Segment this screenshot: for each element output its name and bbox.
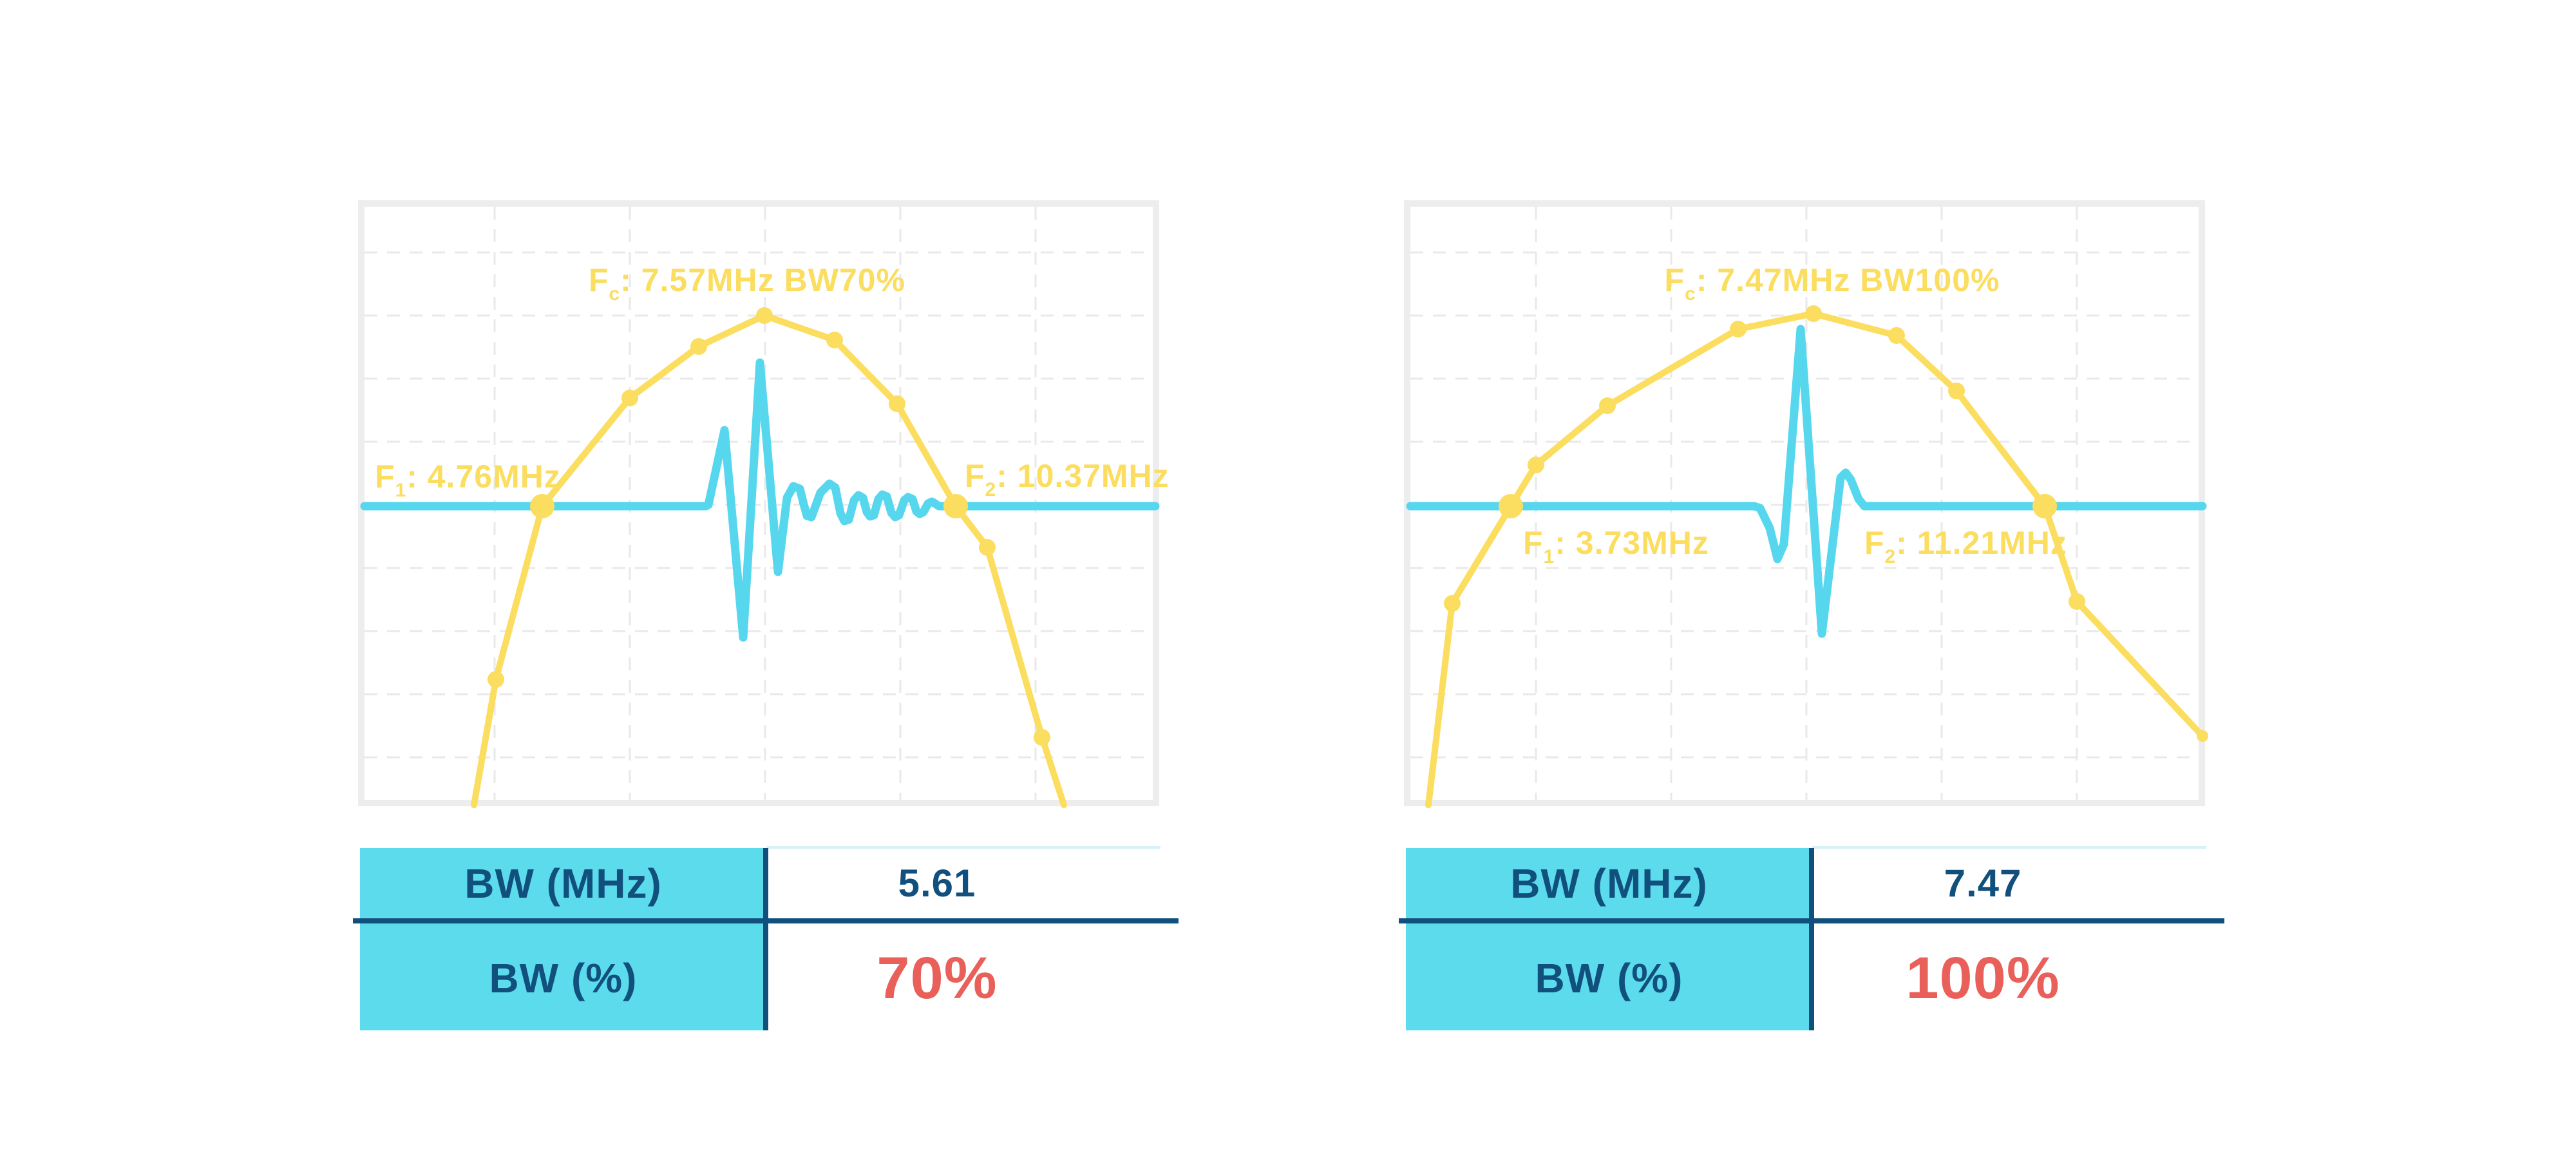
data-point-marker [1805,305,1822,322]
cutoff-frequency-marker [530,494,554,518]
data-point-marker [826,332,843,348]
data-point-marker [2197,730,2208,742]
data-point-marker [1528,457,1544,473]
f2-annotation: F2: 11.21MHz [1864,525,2067,567]
table-vertical-divider [763,848,768,1030]
f1-annotation: F1: 4.76MHz [375,459,561,501]
table-row-label: BW (MHz) [1406,848,1812,918]
cutoff-frequency-marker [943,494,968,518]
bw-pct-value: 100% [1906,945,2060,1011]
bw-table-100pct: BW (MHz) 7.47 BW (%) 100% [1399,846,2240,1039]
f2-annotation: F2: 10.37MHz [965,458,1170,500]
table-row-label: BW (MHz) [360,848,766,918]
bw-pct-label: BW (%) [489,955,638,1001]
pulse-waveform [360,358,1160,642]
data-point-marker [690,338,707,355]
spectrum-curve [1425,310,2206,808]
data-point-marker [621,390,638,406]
table-horizontal-divider [353,918,1179,923]
data-point-marker [1034,729,1050,746]
pulse-waveform [1406,325,2207,638]
data-point-marker [1948,383,1965,399]
data-point-marker [1599,397,1616,414]
table-label-column [1406,848,1812,1030]
data-point-marker [1444,595,1461,612]
f1-annotation: F1: 3.73MHz [1523,525,1709,567]
cutoff-frequency-marker [2032,494,2057,518]
table-label-column [360,848,766,1030]
spectrum-curve [471,312,1067,808]
table-row-value: 70% [766,926,1108,1030]
bw-mhz-label: BW (MHz) [1510,860,1708,907]
bw-mhz-value: 7.47 [1944,862,2022,905]
data-point-marker [488,671,504,688]
data-point-marker [2069,593,2085,610]
data-point-marker [979,539,996,556]
bw-table-70pct: BW (MHz) 5.61 BW (%) 70% [353,846,1194,1039]
table-row-value: 5.61 [766,848,1108,918]
cutoff-frequency-marker [1499,494,1523,518]
fc-annotation: Fc: 7.57MHz BW70% [589,262,905,305]
table-vertical-divider [1809,848,1814,1030]
table-horizontal-divider [1399,918,2224,923]
data-point-marker [756,307,773,324]
table-top-accent-line [1812,846,2206,849]
data-point-marker [1730,321,1747,337]
table-row-value: 100% [1812,926,2154,1030]
bw-pct-label: BW (%) [1535,955,1683,1001]
fc-annotation: Fc: 7.47MHz BW100% [1665,262,2000,305]
bw-mhz-label: BW (MHz) [464,860,662,907]
bw-pct-value: 70% [876,945,998,1011]
table-top-accent-line [766,846,1160,849]
table-row-value: 7.47 [1812,848,2154,918]
data-point-marker [889,395,905,412]
data-point-marker [1888,327,1905,344]
table-row-label: BW (%) [360,926,766,1030]
bw-mhz-value: 5.61 [898,862,976,905]
table-row-label: BW (%) [1406,926,1812,1030]
